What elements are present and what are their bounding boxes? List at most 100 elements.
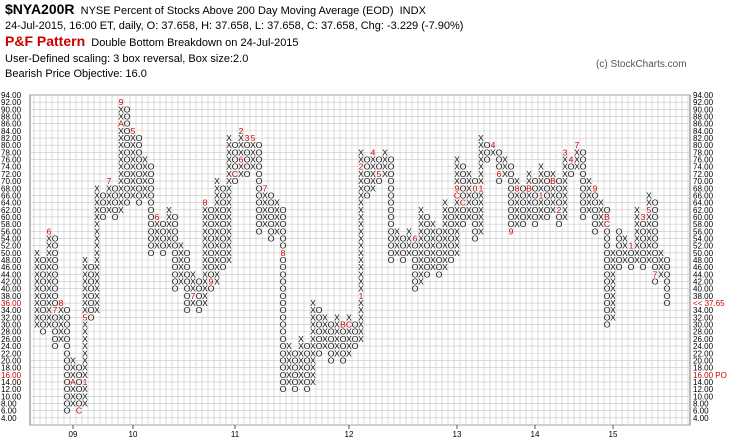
pnf-box: O — [520, 219, 527, 229]
pnf-box: O — [472, 219, 479, 229]
pnf-box: 0 — [473, 183, 478, 193]
pnf-box: O — [496, 155, 503, 165]
pnf-box: X — [610, 305, 616, 315]
pnf-box: O — [484, 140, 491, 150]
pnf-box: O — [400, 248, 407, 258]
pnf-box: X — [526, 205, 532, 215]
pnf-box: O — [604, 262, 611, 272]
pnf-box: X — [202, 291, 208, 301]
y-tick-label-right: 50.00 — [693, 249, 714, 258]
pnf-box: X — [190, 298, 196, 308]
pnf-box: X — [214, 190, 220, 200]
pnf-box: 8 — [515, 183, 520, 193]
pnf-box: X — [562, 155, 568, 165]
pnf-box: O — [388, 241, 395, 251]
pnf-box: 8 — [59, 298, 64, 308]
pnf-box: O — [412, 241, 419, 251]
pnf-box: O — [604, 320, 611, 330]
pnf-box: X — [454, 162, 460, 172]
pnf-box: 9 — [209, 277, 214, 287]
pnf-box: X — [430, 241, 436, 251]
pnf-box: O — [112, 183, 119, 193]
pnf-box: O — [280, 277, 287, 287]
pnf-box: O — [64, 312, 71, 322]
pnf-box: O — [388, 183, 395, 193]
pnf-box: O — [304, 348, 311, 358]
pnf-box: X — [34, 312, 40, 322]
pnf-box: O — [100, 198, 107, 208]
pnf-box: O — [280, 363, 287, 373]
pnf-box: X — [262, 219, 268, 229]
pnf-box: B — [550, 176, 556, 186]
pnf-box: O — [88, 305, 95, 315]
pnf-box: X — [46, 269, 52, 279]
pnf-box: X — [214, 233, 220, 243]
pnf-box: O — [652, 241, 659, 251]
y-tick-label-left: 84.00 — [1, 127, 22, 136]
y-tick-label-right: 64.00 — [693, 199, 714, 208]
pnf-box: O — [52, 269, 59, 279]
pnf-box: X — [298, 334, 304, 344]
pnf-box: O — [64, 320, 71, 330]
pnf-box: X — [334, 348, 340, 358]
pnf-box: O — [208, 233, 215, 243]
x-tick-label: 10 — [129, 430, 138, 439]
pnf-box: O — [280, 377, 287, 387]
pnf-box: X — [34, 262, 40, 272]
pnf-box: O — [64, 327, 71, 337]
pnf-box: O — [100, 190, 107, 200]
y-tick-label-right: 58.00 — [693, 220, 714, 229]
pnf-box: X — [562, 169, 568, 179]
pnf-box: O — [268, 212, 275, 222]
pnf-box: X — [82, 334, 88, 344]
pnf-box: O — [64, 391, 71, 401]
pnf-box: X — [166, 205, 172, 215]
pnf-box: O — [376, 155, 383, 165]
pnf-box: O — [52, 255, 59, 265]
pnf-box: O — [448, 219, 455, 229]
pnf-box: O — [328, 341, 335, 351]
pnf-box: X — [454, 155, 460, 165]
pnf-box: X — [226, 140, 232, 150]
pnf-box: O — [136, 155, 143, 165]
pnf-box: X — [130, 169, 136, 179]
y-tick-label-right: 60.00 — [693, 213, 714, 222]
pnf-box: X — [34, 277, 40, 287]
pnf-box: O — [460, 183, 467, 193]
pnf-box: X — [346, 348, 352, 358]
pnf-box: X — [34, 255, 40, 265]
pnf-box: O — [160, 248, 167, 258]
y-tick-label-left: 48.00 — [1, 256, 22, 265]
pnf-box: O — [172, 226, 179, 236]
pnf-box: O — [556, 176, 563, 186]
pnf-box: C — [76, 406, 82, 416]
pnf-box: O — [124, 198, 131, 208]
pnf-box: O — [220, 262, 227, 272]
y-tick-label-right: 28.00 — [693, 328, 714, 337]
pnf-box: O — [292, 355, 299, 365]
y-tick-label-right: 78.00 — [693, 148, 714, 157]
pnf-box: O — [196, 298, 203, 308]
pnf-box: O — [172, 219, 179, 229]
pnf-box: O — [136, 133, 143, 143]
pnf-box: X — [514, 190, 520, 200]
y-tick-label-left: 66.00 — [1, 191, 22, 200]
pnf-box: O — [508, 176, 515, 186]
pnf-box: O — [52, 277, 59, 287]
y-tick-label-right: 84.00 — [693, 127, 714, 136]
pnf-box: O — [508, 183, 515, 193]
pnf-box: X — [382, 147, 388, 157]
pnf-box: X — [94, 291, 100, 301]
pnf-box: X — [142, 183, 148, 193]
pnf-box: X — [70, 363, 76, 373]
pnf-box: O — [436, 226, 443, 236]
pnf-box: O — [244, 140, 251, 150]
